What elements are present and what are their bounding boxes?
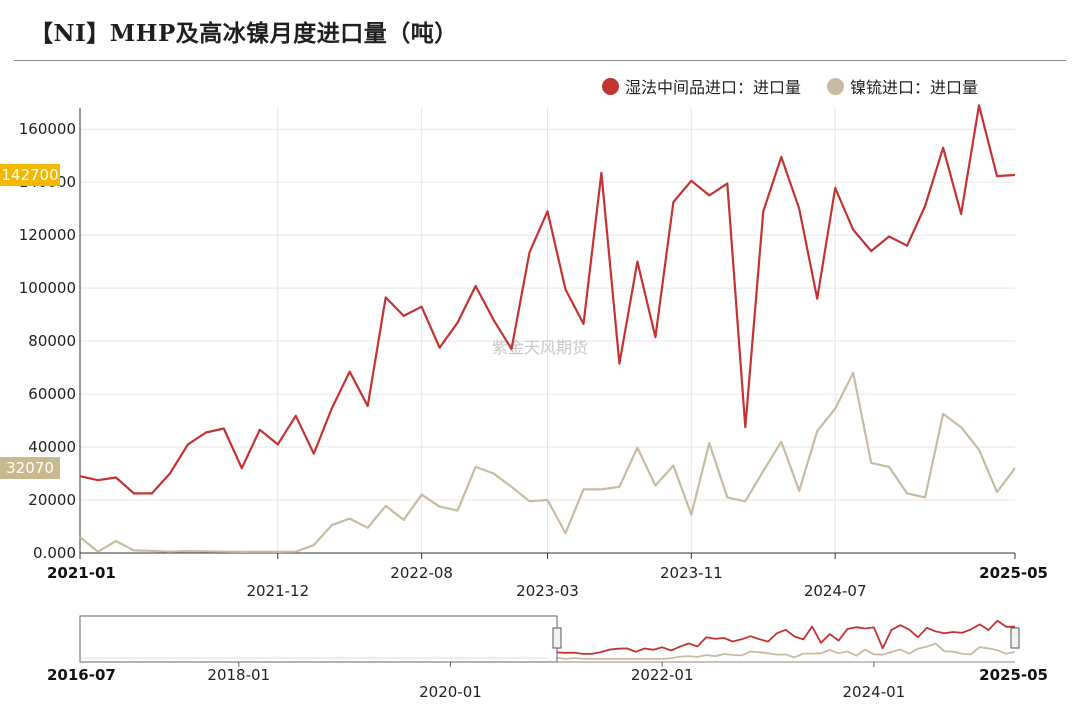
navigator-series-2 [556,642,1016,660]
y-tick-label: 20000 [28,491,76,509]
series-line-2 [79,371,1016,554]
legend: 湿法中间品进口：进口量 镍锍进口：进口量 [601,74,978,98]
legend-label-series2: 镍锍进口：进口量 [849,78,978,97]
value-badge-label-2: 32070 [6,459,54,477]
y-tick-label: 100000 [19,279,76,297]
value-badge-2 [0,457,60,480]
x-tick-label: 2024-07 [804,582,867,600]
navigator-tick-label: 2018-01 [207,666,270,684]
value-badge-label-1: 142700 [1,166,58,184]
x-tick-label: 2022-08 [390,564,453,582]
value-badges: 142700 32070 [0,164,60,480]
x-tick-label: 2025-05 [979,564,1048,582]
legend-dot-series2 [826,77,844,95]
y-tick-label: 40000 [28,438,76,456]
x-tick-label: 2021-01 [47,564,116,582]
navigator-start-label: 2016-07 [47,666,116,684]
legend-item-series1[interactable]: 湿法中间品进口：进口量 [601,74,801,98]
y-tick-label: 160000 [19,120,76,138]
x-axis: 2021-01 2021-12 2022-08 2023-03 2023-11 2024-… [47,108,1048,600]
grid-lines [80,108,1015,554]
navigator-mask [79,615,558,663]
navigator-handle-right[interactable] [1010,627,1020,649]
legend-dot-series1 [601,77,619,95]
legend-label-series1: 湿法中间品进口：进口量 [624,78,801,97]
navigator-end-label: 2025-05 [979,666,1048,684]
navigator-handle-left[interactable] [552,627,562,649]
navigator-series-1 [556,619,1016,655]
y-tick-label: 60000 [28,385,76,403]
y-axis: 0.00020000400006000080000100000120000140… [19,120,76,562]
title-divider [14,60,1066,61]
value-badge-1 [0,164,60,187]
series-lines [79,104,1016,554]
navigator-tick-label: 2022-01 [631,666,694,684]
legend-item-series2[interactable]: 镍锍进口：进口量 [826,74,978,98]
x-tick-label: 2023-03 [516,582,579,600]
x-tick-label: 2021-12 [246,582,309,600]
series-line-1 [79,104,1016,495]
range-navigator[interactable]: 2016-07 2025-05 2018-01 2020-01 2022-01 2024-… [47,615,1048,701]
navigator-tick-label: 2024-01 [843,683,906,701]
y-tick-label: 120000 [19,226,76,244]
y-tick-label: 80000 [28,332,76,350]
x-tick-label: 2023-11 [660,564,723,582]
watermark: 紫金天风期货 [492,338,588,357]
y-tick-label: 0.000 [33,544,76,562]
chart-title: 【NI】MHP及高冰镍月度进口量（吨） [30,20,458,47]
navigator-tick-label: 2020-01 [419,683,482,701]
